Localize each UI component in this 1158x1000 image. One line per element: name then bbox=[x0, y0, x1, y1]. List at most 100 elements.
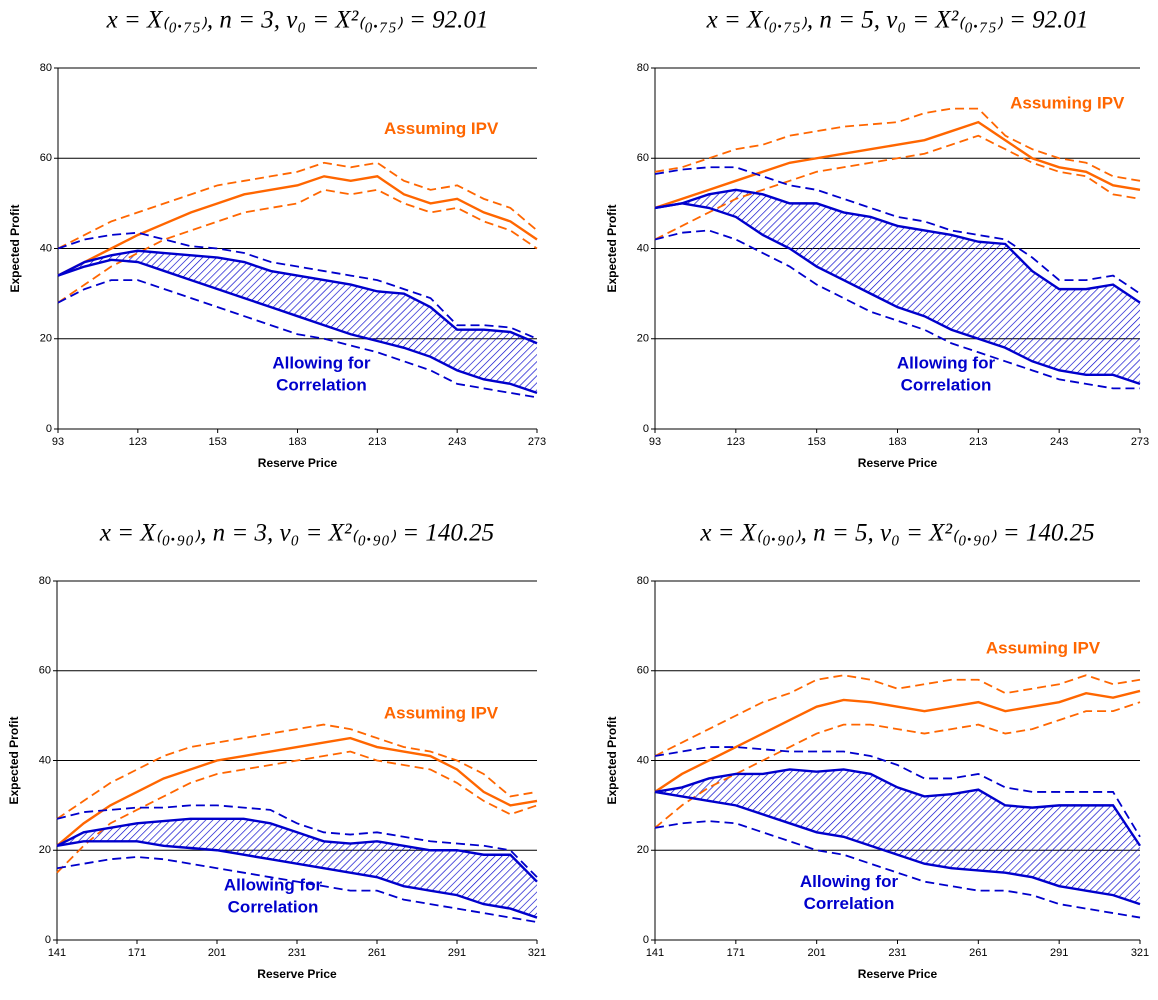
x-axis-label: Reserve Price bbox=[858, 967, 938, 981]
annotation: Correlation bbox=[228, 898, 319, 917]
x-tick-label: 261 bbox=[368, 947, 386, 959]
annotation: Allowing for bbox=[272, 354, 371, 373]
y-axis-label: Expected Profit bbox=[8, 204, 22, 292]
x-tick-label: 243 bbox=[1050, 436, 1068, 448]
series-line bbox=[654, 134, 1141, 241]
annotation: Assuming IPV bbox=[1010, 94, 1125, 113]
y-axis-label: Expected Profit bbox=[7, 716, 21, 804]
y-tick-label: 80 bbox=[39, 575, 51, 587]
chart-title: x = X₍₀.₇₅₎, n = 3, v₀ = X²₍₀.₇₅₎ = 92.0… bbox=[106, 7, 489, 34]
band bbox=[655, 769, 1140, 905]
series-line bbox=[654, 229, 1140, 390]
series-line bbox=[56, 856, 538, 923]
x-tick-label: 231 bbox=[288, 947, 306, 959]
series-line bbox=[654, 166, 1141, 295]
x-tick-label: 201 bbox=[208, 947, 226, 959]
y-axis-label: Expected Profit bbox=[605, 716, 619, 804]
x-tick-label: 153 bbox=[208, 436, 226, 448]
series-line bbox=[56, 736, 538, 847]
y-tick-label: 0 bbox=[45, 934, 51, 946]
band bbox=[655, 189, 1140, 384]
series-line bbox=[654, 746, 1141, 838]
series-line bbox=[654, 202, 1141, 386]
annotation: Allowing for bbox=[224, 876, 323, 895]
y-tick-label: 80 bbox=[40, 62, 52, 74]
x-tick-label: 261 bbox=[969, 947, 987, 959]
x-tick-label: 123 bbox=[129, 436, 147, 448]
x-tick-label: 171 bbox=[128, 947, 146, 959]
series-line bbox=[654, 120, 1141, 210]
series-line bbox=[57, 249, 538, 345]
series-line bbox=[56, 723, 538, 820]
y-tick-label: 80 bbox=[637, 62, 649, 74]
y-tick-label: 40 bbox=[39, 754, 51, 766]
y-tick-label: 60 bbox=[637, 665, 649, 677]
chart-title: x = X₍₀.₇₅₎, n = 5, v₀ = X²₍₀.₇₅₎ = 92.0… bbox=[706, 7, 1089, 34]
panel: x = X₍₀.₉₀₎, n = 5, v₀ = X²₍₀.₉₀₎ = 140.… bbox=[605, 520, 1149, 981]
x-tick-label: 321 bbox=[528, 947, 546, 959]
x-tick-label: 153 bbox=[807, 436, 825, 448]
y-tick-label: 40 bbox=[637, 242, 649, 254]
annotation: Assuming IPV bbox=[384, 119, 499, 138]
x-tick-label: 183 bbox=[288, 436, 306, 448]
panel: x = X₍₀.₇₅₎, n = 3, v₀ = X²₍₀.₇₅₎ = 92.0… bbox=[8, 7, 546, 470]
y-tick-label: 40 bbox=[637, 754, 649, 766]
y-tick-label: 80 bbox=[637, 575, 649, 587]
y-tick-label: 20 bbox=[637, 844, 649, 856]
annotation: Correlation bbox=[276, 376, 367, 395]
chart-title: x = X₍₀.₉₀₎, n = 5, v₀ = X²₍₀.₉₀₎ = 140.… bbox=[699, 520, 1094, 547]
x-tick-label: 183 bbox=[888, 436, 906, 448]
series-line bbox=[56, 840, 538, 919]
series-line bbox=[57, 279, 538, 399]
x-tick-label: 243 bbox=[448, 436, 466, 448]
series-line bbox=[57, 231, 538, 340]
series-line bbox=[57, 258, 538, 395]
series-line bbox=[654, 188, 1141, 304]
series-line bbox=[654, 689, 1141, 793]
y-tick-label: 60 bbox=[637, 152, 649, 164]
x-tick-label: 141 bbox=[646, 947, 664, 959]
series-line bbox=[56, 750, 538, 874]
x-tick-label: 273 bbox=[1131, 436, 1149, 448]
annotation: Assuming IPV bbox=[384, 703, 499, 722]
annotation: Allowing for bbox=[897, 354, 996, 373]
x-axis-label: Reserve Price bbox=[257, 967, 337, 981]
y-tick-label: 0 bbox=[46, 423, 52, 435]
x-tick-label: 93 bbox=[649, 436, 661, 448]
x-tick-label: 321 bbox=[1131, 947, 1149, 959]
series-line bbox=[654, 107, 1141, 182]
series-line bbox=[56, 817, 538, 883]
panel: x = X₍₀.₇₅₎, n = 5, v₀ = X²₍₀.₇₅₎ = 92.0… bbox=[605, 7, 1149, 470]
x-tick-label: 171 bbox=[727, 947, 745, 959]
series-line bbox=[654, 674, 1141, 757]
band bbox=[58, 250, 537, 393]
band bbox=[57, 818, 537, 918]
series-line bbox=[654, 768, 1141, 847]
x-tick-label: 201 bbox=[807, 947, 825, 959]
series-line bbox=[57, 161, 538, 250]
y-tick-label: 20 bbox=[40, 333, 52, 345]
y-tick-label: 60 bbox=[40, 152, 52, 164]
x-axis-label: Reserve Price bbox=[858, 456, 938, 470]
y-tick-label: 40 bbox=[40, 242, 52, 254]
y-axis-label: Expected Profit bbox=[605, 204, 619, 292]
y-tick-label: 60 bbox=[39, 665, 51, 677]
annotation: Correlation bbox=[804, 894, 895, 913]
series-line bbox=[654, 790, 1141, 906]
y-tick-label: 20 bbox=[39, 844, 51, 856]
chart-title: x = X₍₀.₉₀₎, n = 3, v₀ = X²₍₀.₉₀₎ = 140.… bbox=[99, 520, 494, 547]
x-tick-label: 273 bbox=[528, 436, 546, 448]
annotation: Correlation bbox=[901, 376, 992, 395]
x-tick-label: 213 bbox=[368, 436, 386, 448]
y-tick-label: 0 bbox=[643, 423, 649, 435]
x-tick-label: 291 bbox=[1050, 947, 1068, 959]
x-tick-label: 93 bbox=[52, 436, 64, 448]
x-tick-label: 123 bbox=[727, 436, 745, 448]
x-axis-label: Reserve Price bbox=[258, 456, 338, 470]
annotation: Assuming IPV bbox=[986, 639, 1101, 658]
panel: x = X₍₀.₉₀₎, n = 3, v₀ = X²₍₀.₉₀₎ = 140.… bbox=[7, 520, 546, 981]
y-tick-label: 0 bbox=[643, 934, 649, 946]
series-line bbox=[654, 701, 1141, 829]
y-tick-label: 20 bbox=[637, 333, 649, 345]
